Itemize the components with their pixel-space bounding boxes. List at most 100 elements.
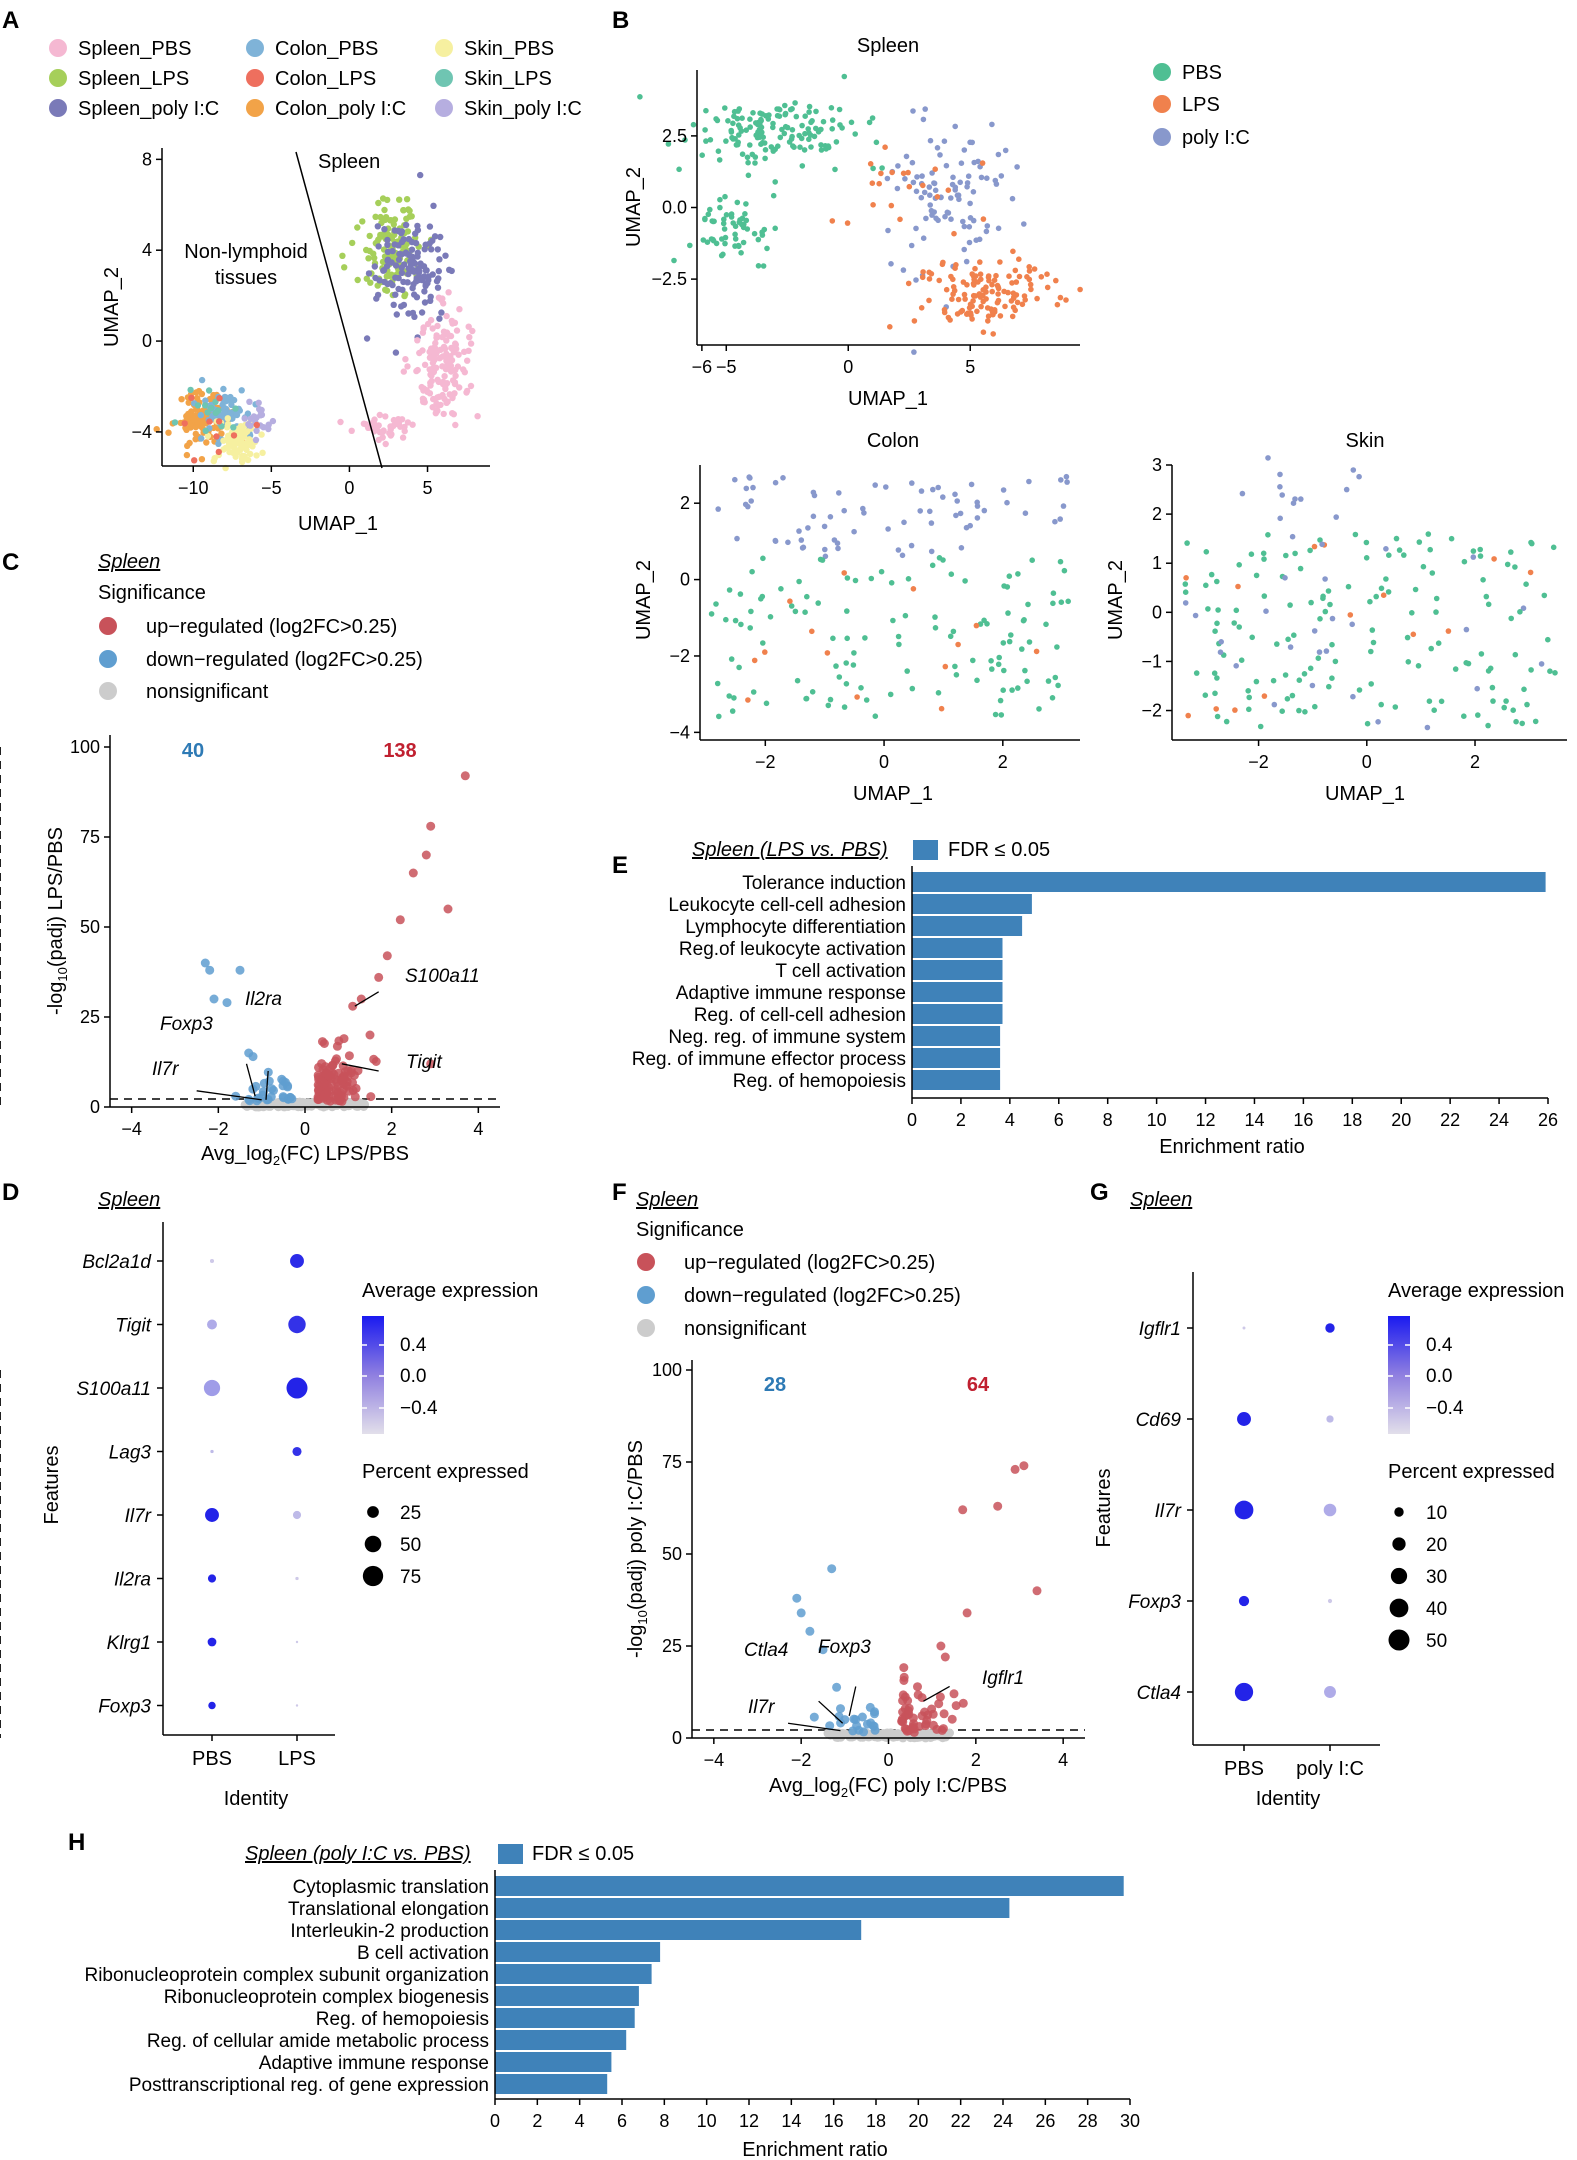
umap-point-colon xyxy=(858,685,864,691)
x-tick-label: 2 xyxy=(1470,752,1480,772)
umap-point-spleen-poly xyxy=(395,285,402,293)
umap-point-skin xyxy=(1393,535,1400,542)
umap-point-poly xyxy=(927,137,934,144)
volcano-point-down xyxy=(278,1076,288,1086)
umap-point-colon xyxy=(713,601,719,607)
umap-point-colon xyxy=(981,507,988,514)
umap-point-colon xyxy=(927,508,933,515)
umap-point-lps xyxy=(897,216,903,223)
umap-point-pbs xyxy=(739,151,746,157)
umap-point-skin-pbs xyxy=(220,446,227,453)
umap-point-lps xyxy=(995,291,1001,297)
umap-point-colon xyxy=(742,501,749,508)
umap-point-lps xyxy=(943,286,950,293)
umap-point-colon xyxy=(860,505,866,512)
umap-point-skin xyxy=(1463,660,1469,666)
umap-point-spleen-poly xyxy=(413,278,420,285)
umap-point-spleen-pbs xyxy=(382,440,389,448)
umap-point-colon xyxy=(743,485,750,492)
x-tick-label: 8 xyxy=(1103,1110,1113,1130)
umap-point-pbs xyxy=(731,113,737,120)
umap-point-colon xyxy=(827,514,834,520)
separator-line xyxy=(295,151,383,469)
umap-point-colon xyxy=(1024,678,1030,685)
umap-point-colon xyxy=(1061,567,1068,574)
legend-label-pbs: PBS xyxy=(1182,62,1222,84)
umap-point-pbs xyxy=(879,165,885,171)
umap-point-spleen-pbs xyxy=(453,327,461,334)
umap-point-poly xyxy=(941,138,948,144)
umap-point-skin xyxy=(1249,634,1255,641)
umap-point-skin xyxy=(1364,720,1371,727)
umap-point-pbs xyxy=(807,132,814,138)
umap-point-lps xyxy=(829,218,836,224)
volcano-point-down xyxy=(818,1645,828,1655)
umap-point-spleen-pbs xyxy=(398,416,406,423)
umap-point-colon xyxy=(1049,695,1056,701)
umap-point-pbs xyxy=(745,159,751,166)
umap-point-pbs xyxy=(735,108,741,114)
x-tick-label: −5 xyxy=(261,478,282,498)
umap-point-colon-lps xyxy=(215,418,223,425)
umap-point-pbs xyxy=(744,154,751,161)
umap-point-colon xyxy=(928,548,935,555)
panel-label-g: G xyxy=(1090,1179,1109,1206)
umap-point-lps xyxy=(1034,295,1040,302)
umap-point-poly xyxy=(970,217,977,224)
umap-point-skin xyxy=(1383,546,1389,552)
umap-a-spleen-label: Spleen xyxy=(318,151,380,173)
umap-point-skin xyxy=(1528,667,1534,673)
umap-point-pbs xyxy=(722,193,728,200)
size-legend-dot xyxy=(364,1535,382,1553)
umap-point-colon xyxy=(785,539,791,546)
umap-point-colon xyxy=(998,712,1005,718)
x-tick-label: −2 xyxy=(791,1750,812,1770)
panel-e-bar: Spleen (LPS vs. PBS) FDR ≤ 0.05 Toleranc… xyxy=(632,839,1558,1158)
umap-point-skin xyxy=(1513,718,1519,725)
umap-point-pbs xyxy=(734,199,741,206)
umap-point-colon xyxy=(974,515,981,521)
umap-point-spleen-poly xyxy=(363,335,371,342)
umap-point-pbs xyxy=(802,130,808,137)
expression-dot xyxy=(1242,1326,1246,1330)
x-tick-label: 0 xyxy=(843,357,853,377)
umap-point-pbs xyxy=(737,125,743,131)
umap-point-spleen-poly xyxy=(395,242,402,249)
umap-point-spleen-pbs xyxy=(439,295,446,302)
umap-point-spleen-pbs xyxy=(426,390,434,397)
umap-point-spleen-poly xyxy=(433,277,441,285)
x-tick-label: 28 xyxy=(1078,2111,1098,2131)
size-legend-dot xyxy=(1388,1629,1410,1651)
umap-point-skin xyxy=(1392,704,1399,710)
expression-dot xyxy=(292,1510,302,1520)
x-tick-label: 0 xyxy=(883,1750,893,1770)
umap-point-pbs xyxy=(734,141,741,148)
umap-point-lps xyxy=(977,259,983,265)
umap-point-skin xyxy=(1405,659,1412,665)
umap-point-poly xyxy=(913,188,920,195)
umap-point-colon xyxy=(917,508,923,514)
volcano-point-up xyxy=(897,1716,907,1726)
umap-point-skin xyxy=(1367,598,1373,605)
umap-point-skin xyxy=(1483,593,1490,600)
umap-point-spleen-poly xyxy=(434,246,441,253)
volcano-point-down xyxy=(287,1094,297,1104)
umap-point-spleen-poly xyxy=(392,349,400,356)
color-bar-tick: 0.0 xyxy=(1426,1366,1452,1387)
legend-label-up: up−regulated (log2FC>0.25) xyxy=(146,616,397,638)
umap-point-pbs xyxy=(762,147,769,153)
umap-point-skin xyxy=(1508,615,1514,622)
umap-point-colon-poly xyxy=(165,429,172,436)
umap-point-colon xyxy=(716,713,722,720)
x-tick-label: 22 xyxy=(1440,1110,1460,1130)
umap-point-skin xyxy=(1352,531,1359,538)
legend-swatch-colon-pbs xyxy=(246,39,264,57)
umap-point-colon-poly xyxy=(192,412,199,419)
umap-point-pbs xyxy=(782,102,788,109)
umap-point-poly xyxy=(927,202,933,208)
umap-point-pbs xyxy=(755,263,762,269)
umap-point-skin-poly xyxy=(269,417,277,425)
feature-label: Cd69 xyxy=(1136,1410,1182,1431)
umap-point-colon xyxy=(992,711,999,718)
umap-point-colon xyxy=(901,519,907,526)
